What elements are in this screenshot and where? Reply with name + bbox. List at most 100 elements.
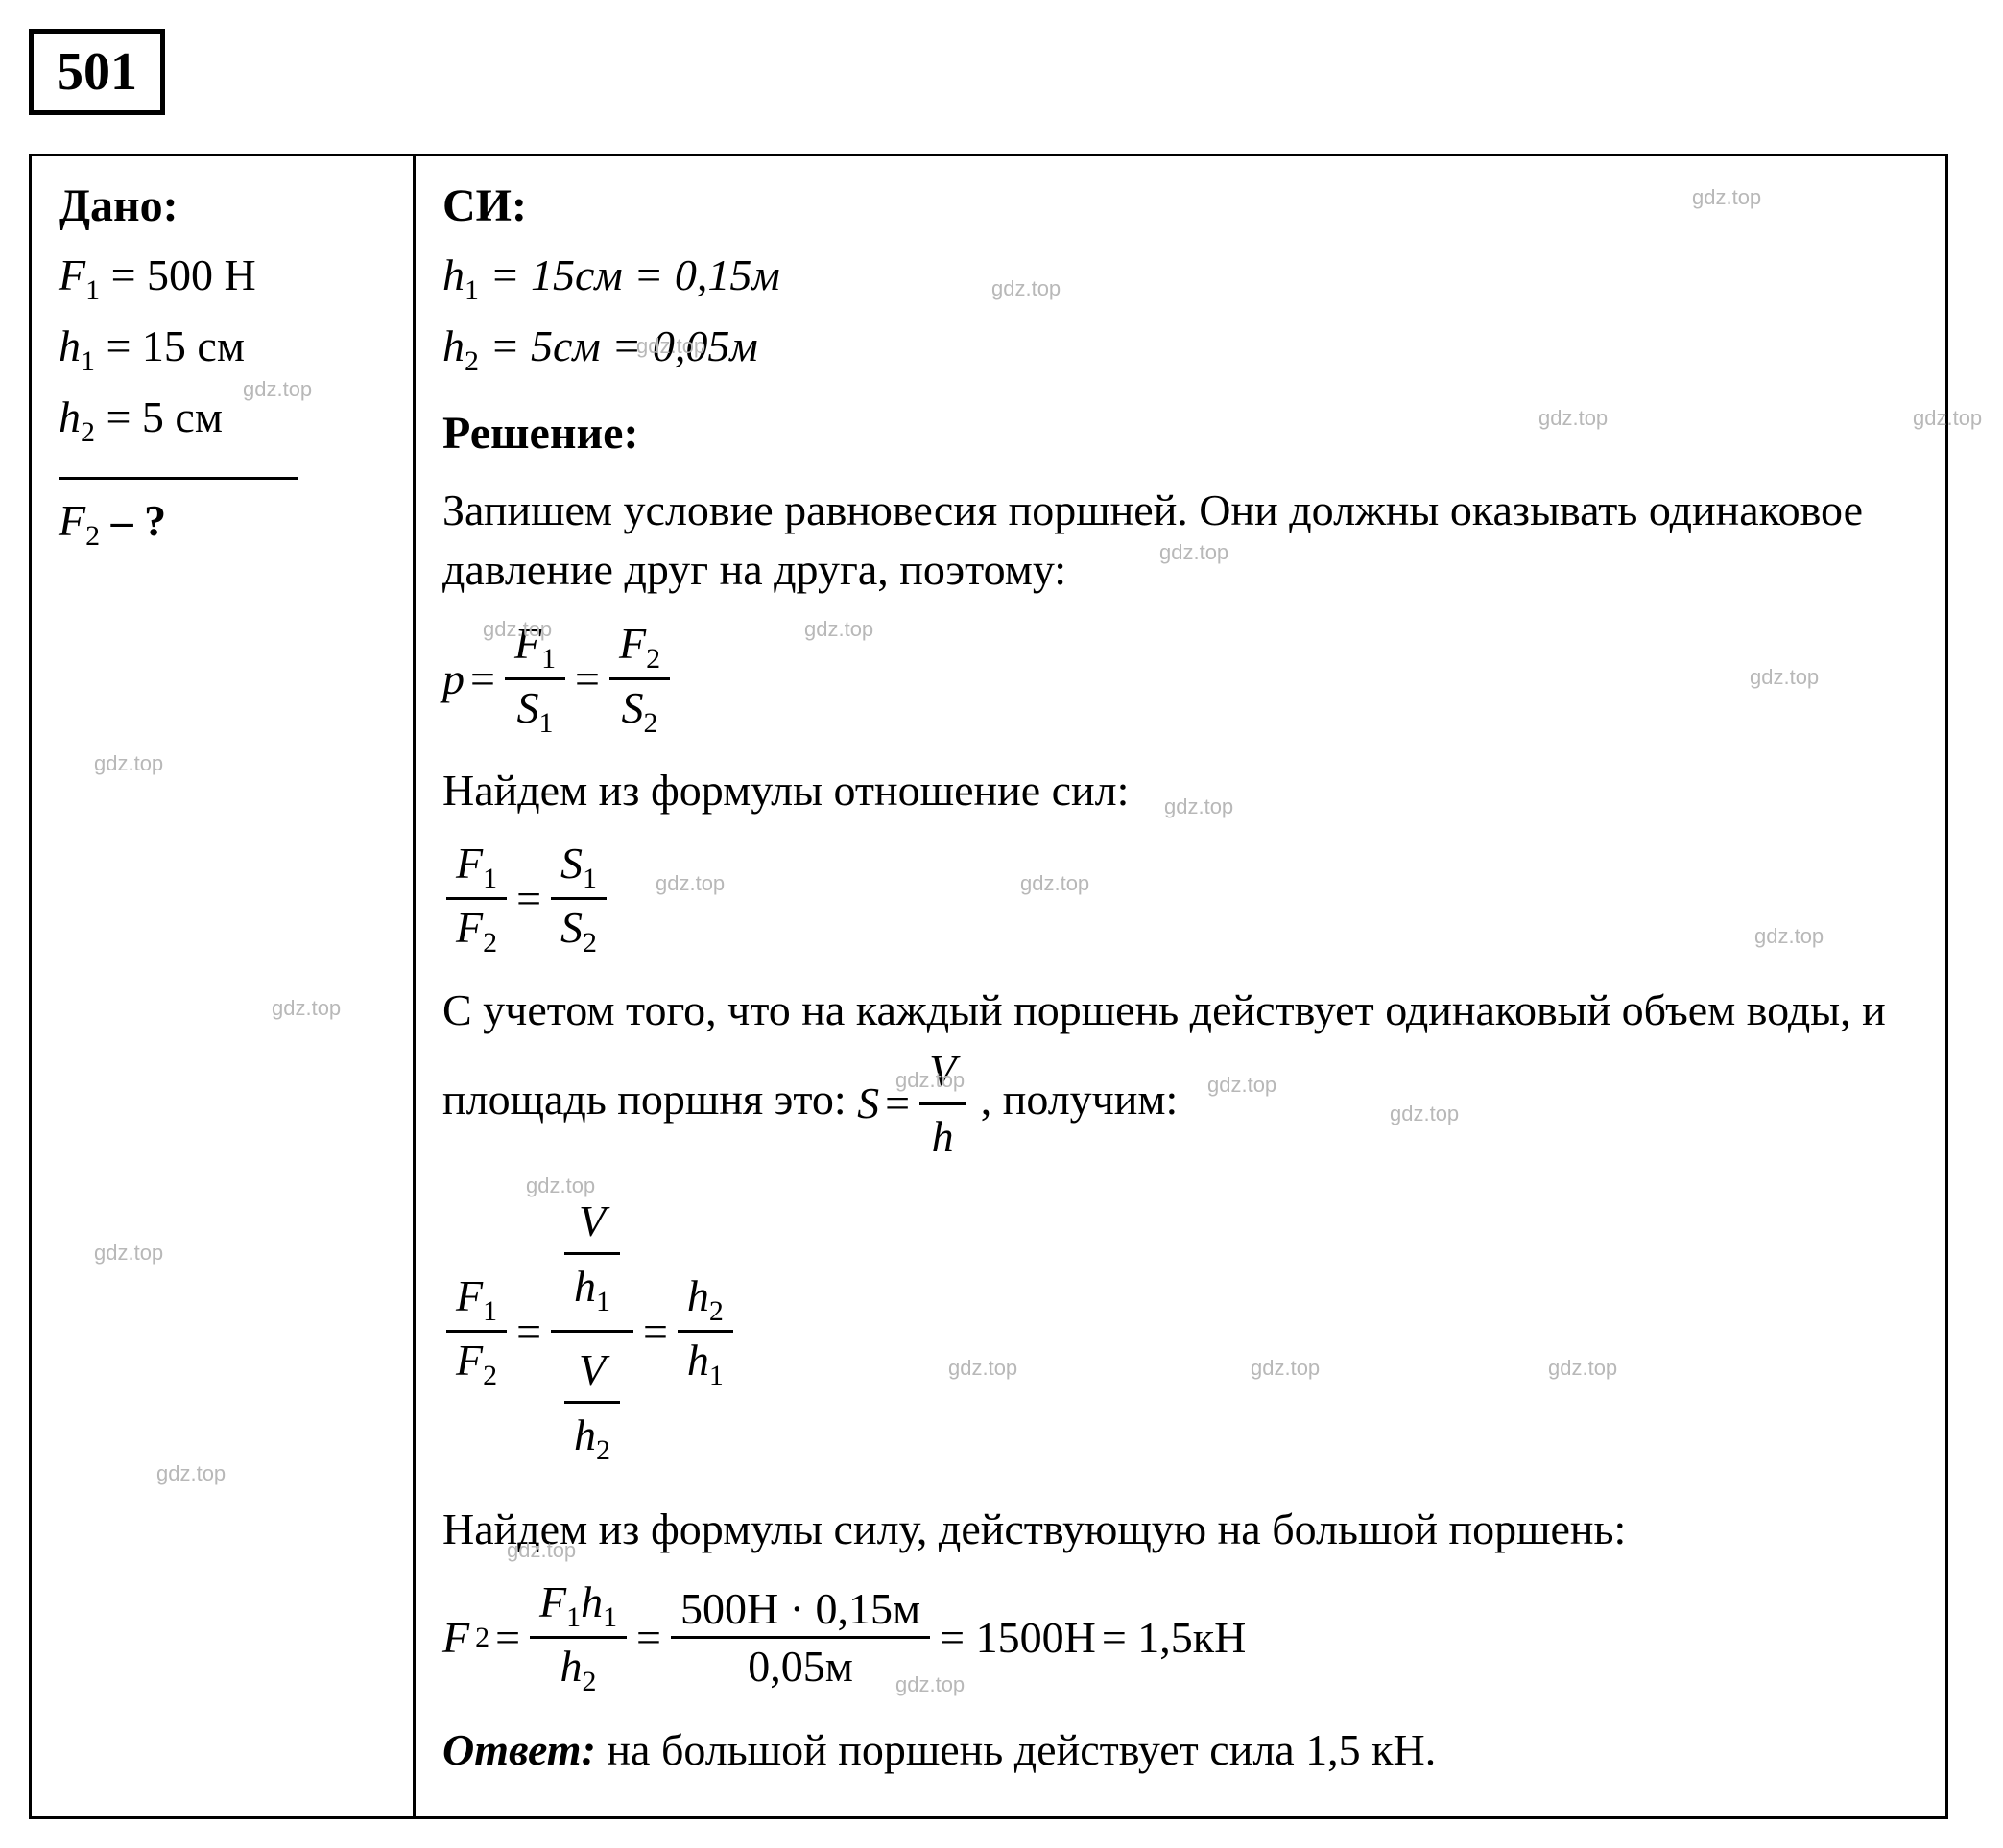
num: V [564, 1190, 620, 1255]
solution-text: Запишем условие равновесия поршней. Они … [442, 481, 1919, 600]
den-var: S [622, 683, 644, 732]
var: h [442, 250, 465, 299]
answer-text: на большой поршень действует сила 1,5 кН… [596, 1725, 1436, 1774]
den: h [919, 1105, 966, 1167]
num-var: S [560, 839, 583, 888]
den-sub: 2 [483, 927, 497, 959]
sub: 2 [85, 520, 100, 552]
lhs: p [442, 653, 465, 704]
den-var: S [517, 683, 539, 732]
fraction: V h [919, 1041, 966, 1167]
given-column: Дано: F1 = 500 Н h1 = 15 см h2 = 5 см F2… [32, 156, 416, 1816]
val: – ? [111, 496, 167, 545]
separator [59, 477, 298, 480]
to: = 0,05м [611, 321, 757, 370]
from: = 15см [489, 250, 622, 299]
solution-text: Найдем из формулы отношение сил: [442, 761, 1919, 820]
from: = 5см [489, 321, 600, 370]
fraction: F1 F2 [446, 1270, 507, 1392]
val: = 500 Н [111, 250, 256, 299]
num: V [919, 1041, 966, 1105]
solution-column: СИ: h1 = 15см = 0,15м h2 = 5см = 0,05м Р… [416, 156, 1945, 1816]
val: = 15 см [106, 321, 244, 370]
watermark: gdz.top [1913, 406, 1982, 431]
den-var: h [574, 1262, 596, 1311]
equation-2: F1 F2 = S1 S2 [442, 838, 1919, 960]
num: F1h1 [539, 1577, 617, 1626]
den-sub: 2 [644, 707, 658, 739]
inner-fraction: V h1 [564, 1190, 620, 1324]
var: F [59, 496, 85, 545]
den-sub: 2 [596, 1434, 610, 1466]
equals: = [495, 1612, 520, 1663]
solution-table: Дано: F1 = 500 Н h1 = 15 см h2 = 5 см F2… [29, 154, 1948, 1819]
given-heading: Дано: [59, 179, 386, 232]
num-sub: 2 [646, 643, 660, 675]
watermark: gdz.top [94, 1241, 163, 1266]
text-part: , получим: [981, 1075, 1179, 1124]
equation-4: F1 F2 = V h1 V h2 = [442, 1184, 1919, 1479]
num-var: F [514, 619, 541, 668]
num-sub: 1 [541, 643, 556, 675]
result: = 1,5кН [1102, 1612, 1247, 1663]
equation-1: p = F1 S1 = F2 S2 [442, 618, 1919, 740]
fraction: F2 S2 [609, 618, 670, 740]
given-line: h2 = 5 см [59, 391, 386, 449]
solution-text: С учетом того, что на каждый поршень дей… [442, 981, 1919, 1166]
num-var: F [456, 839, 483, 888]
fraction: S1 S2 [551, 838, 607, 960]
num: V [564, 1339, 620, 1404]
den-var: F [456, 1336, 483, 1385]
num: 500Н · 0,15м [671, 1583, 930, 1639]
si-heading: СИ: [442, 179, 1919, 232]
lhs-sub: 2 [475, 1622, 489, 1654]
num-sub: 1 [483, 863, 497, 894]
sub: 2 [465, 345, 479, 377]
den-var: h [574, 1410, 596, 1459]
given-line: h1 = 15 см [59, 320, 386, 378]
fraction: F1 F2 [446, 838, 507, 960]
num-sub: 2 [709, 1295, 724, 1327]
problem-number: 501 [29, 29, 165, 115]
den-sub: 2 [583, 927, 597, 959]
equals: = [636, 1612, 661, 1663]
den-var: F [456, 903, 483, 952]
equals: = [575, 653, 600, 704]
solution-heading: Решение: [442, 407, 1919, 460]
lhs: S [857, 1074, 879, 1133]
den-var: h [560, 1642, 583, 1691]
sub: 1 [81, 345, 95, 377]
var: h [59, 321, 81, 370]
var: h [59, 392, 81, 441]
val: = 5 см [106, 392, 222, 441]
equals: = [885, 1074, 910, 1133]
num-sub: 1 [483, 1295, 497, 1327]
den-sub: 1 [596, 1286, 610, 1317]
equals: = [470, 653, 495, 704]
den-sub: 1 [709, 1360, 724, 1391]
var: h [442, 321, 465, 370]
den-sub: 2 [583, 1667, 597, 1698]
num-var: F [619, 619, 646, 668]
watermark: gdz.top [272, 996, 341, 1021]
var: F [59, 250, 85, 299]
fraction: 500Н · 0,15м 0,05м [671, 1583, 930, 1692]
den-sub: 2 [483, 1360, 497, 1391]
equals: = [516, 873, 541, 924]
si-line: h1 = 15см = 0,15м [442, 249, 1919, 307]
den-var: S [560, 903, 583, 952]
fraction: F1h1 h2 [530, 1576, 627, 1698]
answer-line: Ответ: на большой поршень действует сила… [442, 1720, 1919, 1780]
result: = 1500Н [940, 1612, 1096, 1663]
lhs-var: F [442, 1612, 469, 1663]
equals: = [643, 1306, 668, 1357]
nested-fraction: V h1 V h2 [551, 1184, 633, 1479]
sub: 1 [465, 274, 479, 306]
watermark: gdz.top [156, 1461, 226, 1486]
num-sub: 1 [583, 863, 597, 894]
inner-fraction: V h2 [564, 1339, 620, 1473]
fraction: h2 h1 [678, 1270, 733, 1392]
sub: 2 [81, 417, 95, 449]
unknown-line: F2 – ? [59, 495, 386, 553]
watermark: gdz.top [94, 751, 163, 776]
